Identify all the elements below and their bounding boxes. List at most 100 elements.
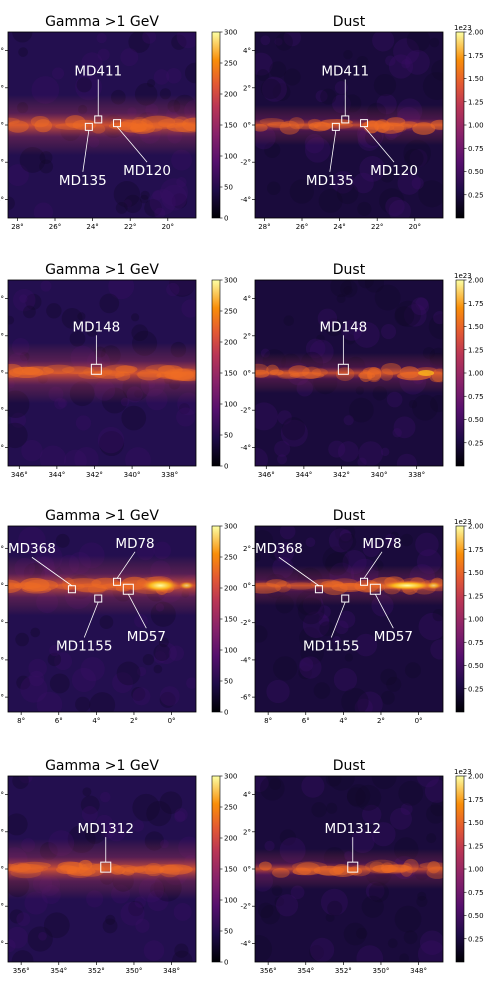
y-tick-label: 2° — [243, 545, 251, 553]
y-tick-label: -4° — [0, 656, 4, 664]
colorbar-tick-label: 0.25 — [468, 439, 484, 447]
x-tick-label: 352° — [88, 967, 105, 975]
colorbar-tick-label: 2.00 — [468, 523, 484, 531]
colorbar — [455, 775, 465, 963]
colorbar-tick-label: 1.00 — [468, 370, 484, 378]
y-tick-label: 4° — [0, 791, 4, 799]
y-tick-label: 4° — [243, 47, 251, 55]
x-tick-label: 28° — [11, 223, 23, 231]
leader-line — [329, 130, 337, 172]
colorbar — [455, 31, 465, 219]
colorbar-multiplier: 1e23 — [454, 272, 472, 280]
source-label: MD368 — [8, 541, 56, 557]
y-tick-label: -6° — [0, 694, 4, 702]
x-tick-label: 22° — [124, 223, 136, 231]
colorbar-tick-label: 200 — [224, 91, 237, 99]
x-tick-label: 354° — [297, 967, 314, 975]
colorbar-tick-label: 0.75 — [468, 639, 484, 647]
leader-line — [363, 126, 395, 163]
source-label: MD1155 — [56, 639, 112, 655]
colorbar-tick-label: 100 — [224, 153, 237, 161]
y-tick-label: -2° — [0, 903, 4, 911]
x-tick-label: 6° — [55, 717, 63, 725]
x-tick-label: 342° — [333, 471, 350, 479]
x-tick-label: 0° — [168, 717, 176, 725]
source-label: MD148 — [319, 319, 367, 335]
y-tick-label: -2° — [0, 619, 4, 627]
leader-line — [278, 556, 320, 587]
colorbar — [211, 775, 221, 963]
colorbar-tick-label: 50 — [224, 928, 233, 936]
x-tick-label: 8° — [264, 717, 272, 725]
x-tick-label: 0° — [415, 717, 423, 725]
y-tick-label: -4° — [241, 196, 251, 204]
colorbar-tick-label: 200 — [224, 585, 237, 593]
y-tick-label: -4° — [0, 196, 4, 204]
colorbar-tick-label: 2.00 — [468, 773, 484, 781]
colorbar-tick-label: 0.25 — [468, 935, 484, 943]
colorbar-tick-label: 1.25 — [468, 592, 484, 600]
y-tick-label: -2° — [241, 903, 251, 911]
colorbar-multiplier: 1e23 — [454, 768, 472, 776]
source-label: MD411 — [74, 63, 122, 79]
colorbar-tick-label: 0.75 — [468, 145, 484, 153]
colorbar-tick-label: 1.25 — [468, 98, 484, 106]
heatmap-image — [255, 32, 443, 218]
colorbar-tick-label: 250 — [224, 804, 237, 812]
colorbar-multiplier: 1e23 — [454, 24, 472, 32]
y-tick-label: 0° — [0, 122, 4, 130]
source-label: MD1155 — [303, 639, 359, 655]
colorbar-tick-label: 0.50 — [468, 662, 484, 670]
y-tick-label: 2° — [0, 332, 4, 340]
colorbar — [455, 279, 465, 467]
x-tick-label: 354° — [50, 967, 67, 975]
heatmap-panel: Gamma >1 GeV 356° 354° 352° 350° 348° 4° 2° 0° -2… — [0, 758, 237, 975]
heatmap-image — [255, 776, 443, 962]
colorbar-tick-label: 2.00 — [468, 277, 484, 285]
source-label: MD78 — [362, 536, 401, 552]
colorbar-tick-label: 150 — [224, 370, 237, 378]
panel-title: Gamma >1 GeV — [45, 508, 159, 524]
x-tick-label: 346° — [11, 471, 28, 479]
source-label: MD1312 — [325, 821, 381, 837]
y-tick-label: 4° — [0, 295, 4, 303]
x-tick-label: 344° — [295, 471, 312, 479]
panel-title: Gamma >1 GeV — [45, 14, 159, 30]
panel-title: Dust — [333, 262, 366, 278]
x-tick-label: 4° — [92, 717, 100, 725]
source-label: MD135 — [306, 173, 354, 189]
colorbar-tick-label: 1.50 — [468, 819, 484, 827]
heatmap-image — [8, 32, 196, 218]
colorbar-tick-label: 50 — [224, 432, 233, 440]
plot-frame — [7, 525, 197, 713]
leader-line — [330, 601, 346, 638]
colorbar-tick-label: 50 — [224, 184, 233, 192]
colorbar-tick-label: 1.25 — [468, 346, 484, 354]
colorbar-tick-label: 100 — [224, 897, 237, 905]
x-tick-label: 350° — [373, 967, 390, 975]
colorbar-tick-label: 1.75 — [468, 546, 484, 554]
heatmap-panel: Dust 28° 26° 24° 22° 20° 4° 2° 0° -2° -4° 0.25 0.50 0… — [241, 14, 484, 231]
colorbar-tick-label: 0.75 — [468, 393, 484, 401]
source-label: MD411 — [321, 63, 369, 79]
heatmap-image — [8, 280, 196, 466]
x-tick-label: 340° — [124, 471, 141, 479]
x-tick-label: 8° — [17, 717, 25, 725]
colorbar-tick-label: 1.50 — [468, 75, 484, 83]
x-tick-label: 348° — [410, 967, 427, 975]
colorbar-tick-label: 0.25 — [468, 685, 484, 693]
x-tick-label: 20° — [162, 223, 174, 231]
panel-title: Dust — [333, 14, 366, 30]
colorbar-tick-label: 1.50 — [468, 569, 484, 577]
colorbar-tick-label: 0 — [224, 709, 228, 717]
y-tick-label: 0° — [243, 582, 251, 590]
y-tick-label: 0° — [243, 122, 251, 130]
y-tick-label: 2° — [0, 828, 4, 836]
panel-title: Gamma >1 GeV — [45, 262, 159, 278]
heatmap-panel: Dust 356° 354° 352° 350° 348° 4° 2° 0° -2° -4° 0.25… — [241, 758, 484, 975]
colorbar — [211, 279, 221, 467]
x-tick-label: 346° — [258, 471, 275, 479]
x-tick-label: 342° — [86, 471, 103, 479]
colorbar-tick-label: 0.50 — [468, 416, 484, 424]
colorbar-tick-label: 250 — [224, 308, 237, 316]
